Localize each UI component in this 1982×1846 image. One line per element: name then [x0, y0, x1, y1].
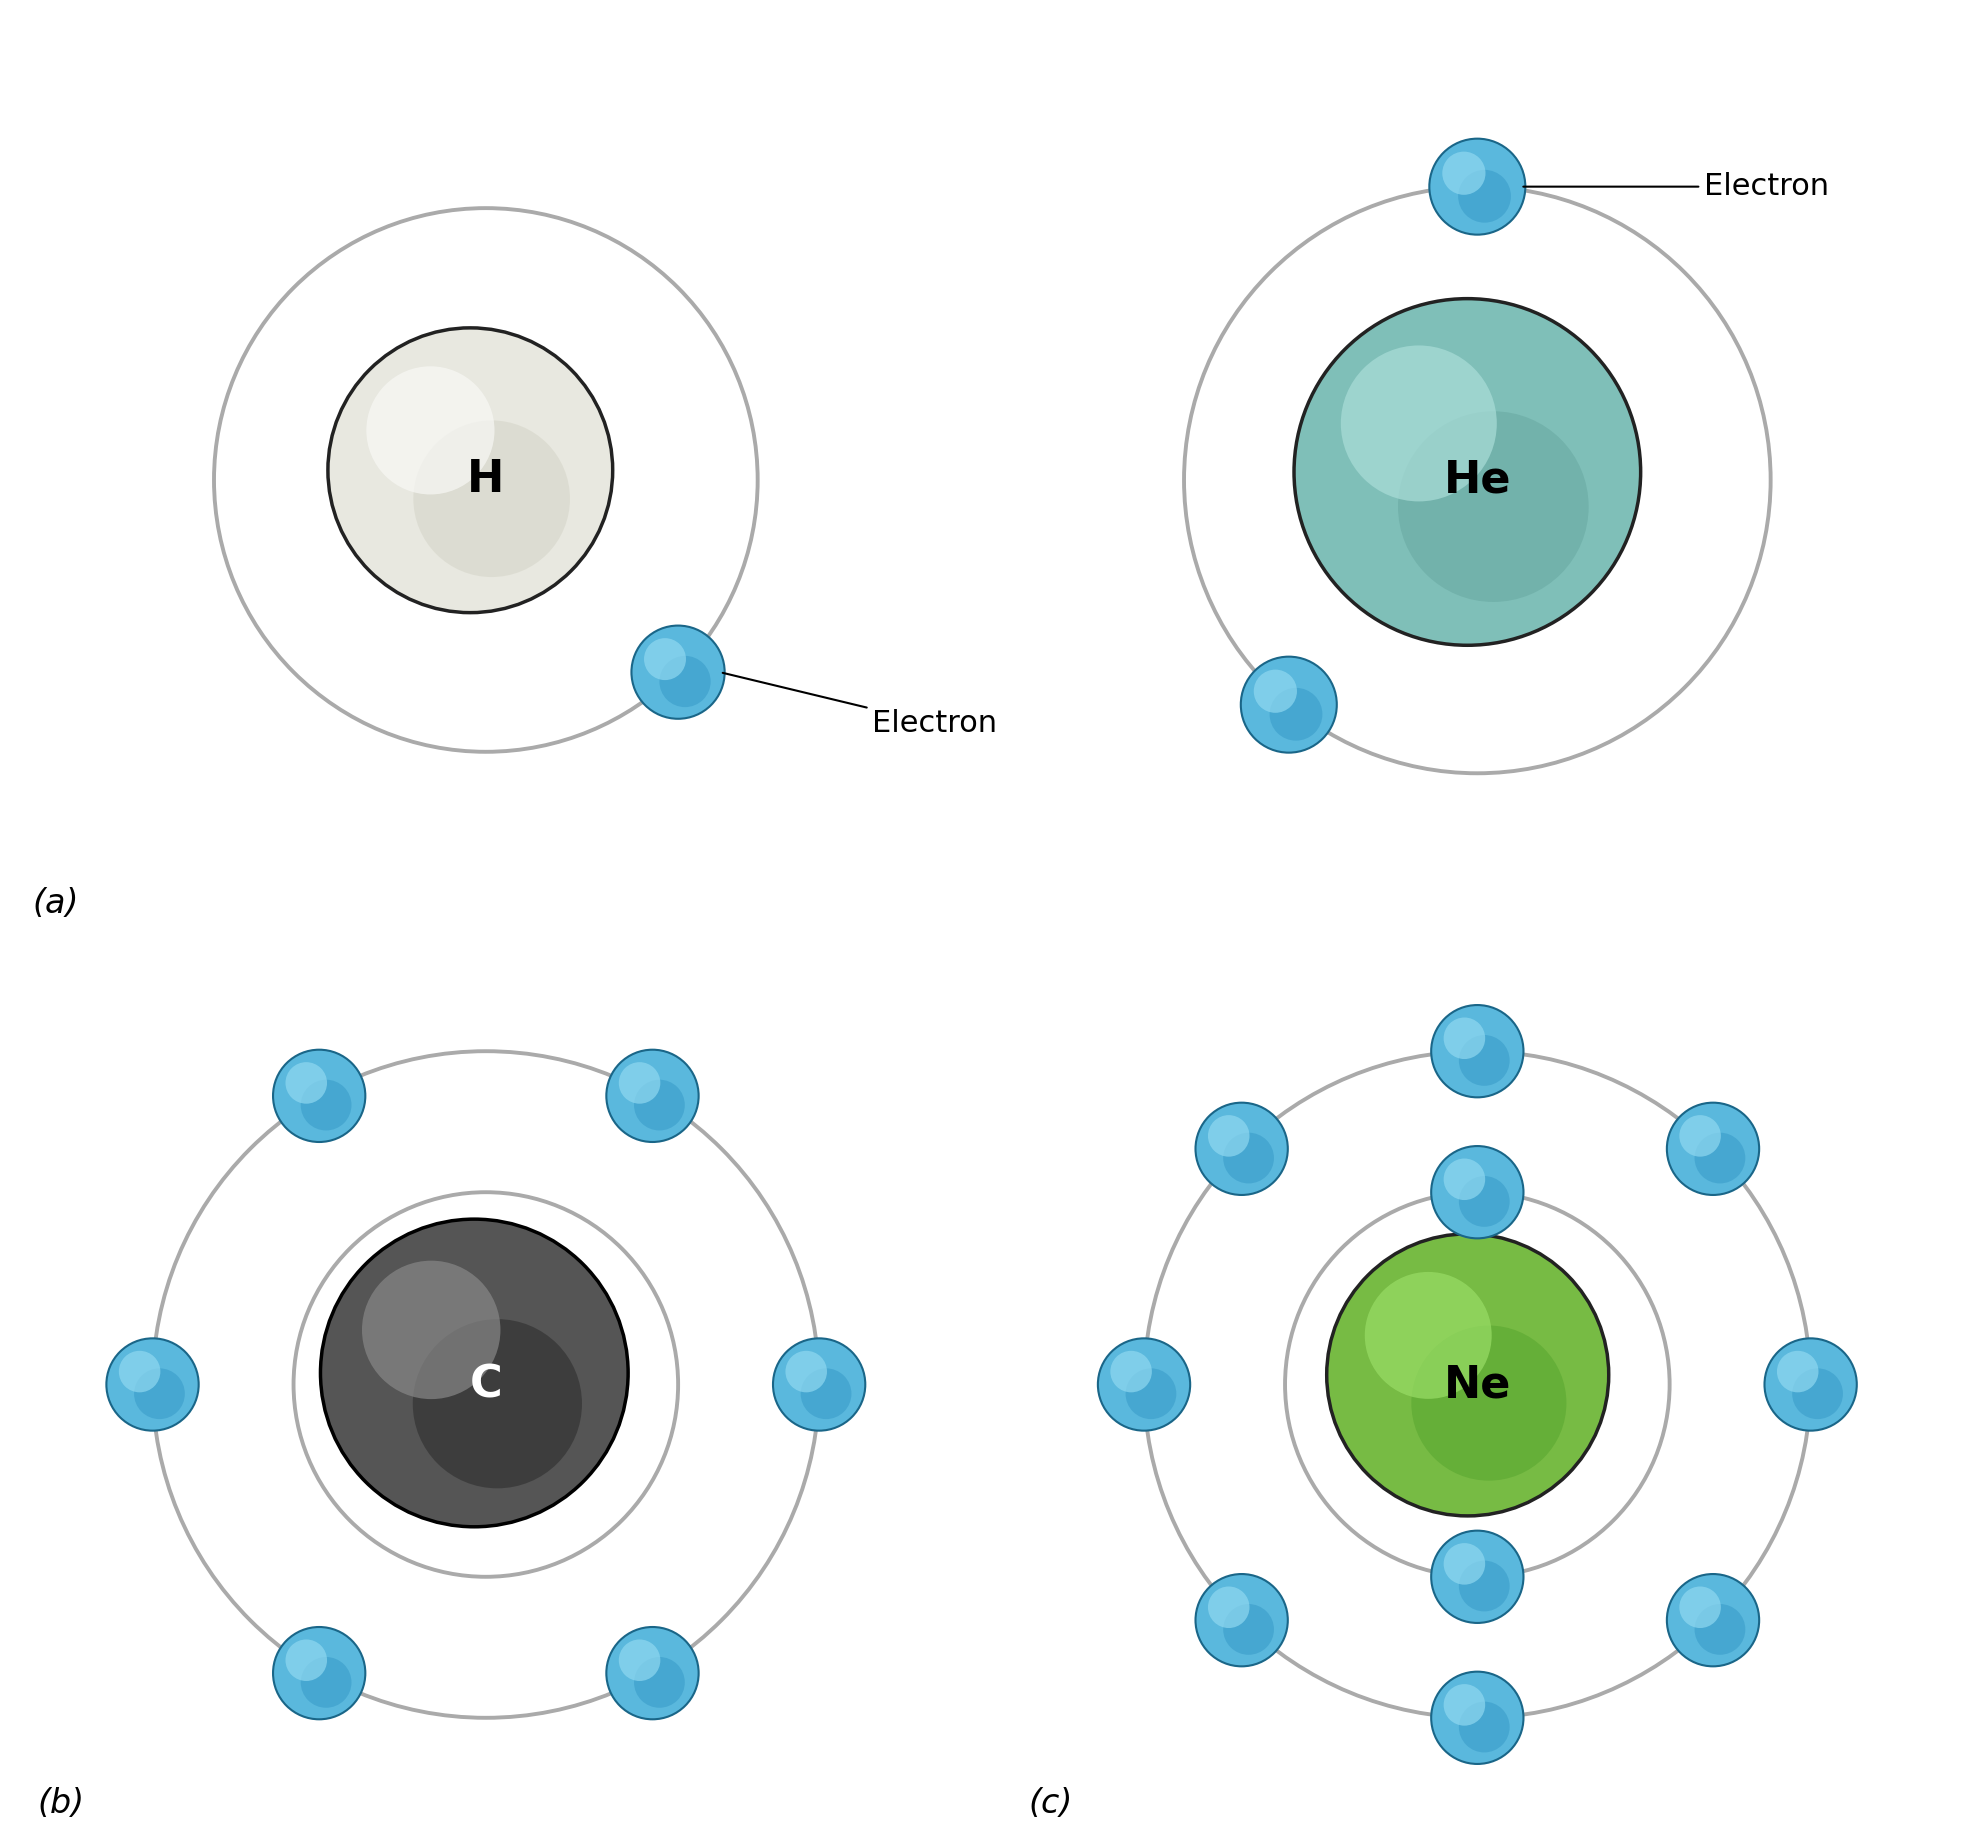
- Circle shape: [274, 1050, 365, 1143]
- Circle shape: [367, 366, 494, 495]
- Circle shape: [773, 1338, 864, 1431]
- Circle shape: [1110, 1351, 1152, 1392]
- Circle shape: [1459, 1702, 1508, 1752]
- Circle shape: [1241, 657, 1336, 753]
- Text: Electron: Electron: [1522, 172, 1827, 201]
- Circle shape: [1207, 1586, 1249, 1628]
- Circle shape: [618, 1639, 660, 1682]
- Circle shape: [321, 1218, 628, 1527]
- Circle shape: [1431, 1530, 1522, 1623]
- Circle shape: [1098, 1338, 1189, 1431]
- Circle shape: [412, 1320, 581, 1488]
- Circle shape: [1443, 1017, 1485, 1060]
- Text: H: H: [468, 458, 503, 502]
- Circle shape: [285, 1639, 327, 1682]
- Circle shape: [107, 1338, 198, 1431]
- Circle shape: [1223, 1604, 1272, 1654]
- Circle shape: [1294, 299, 1639, 646]
- Circle shape: [301, 1658, 351, 1708]
- Circle shape: [1441, 151, 1485, 196]
- Text: Ne: Ne: [1443, 1362, 1510, 1407]
- Circle shape: [644, 639, 686, 679]
- Circle shape: [1695, 1604, 1744, 1654]
- Text: (c): (c): [1029, 1787, 1072, 1820]
- Circle shape: [1459, 1560, 1508, 1612]
- Circle shape: [285, 1061, 327, 1104]
- Circle shape: [412, 421, 569, 578]
- Circle shape: [660, 655, 710, 707]
- Text: (a): (a): [34, 888, 79, 919]
- Circle shape: [327, 329, 612, 613]
- Circle shape: [801, 1368, 850, 1420]
- Circle shape: [1397, 412, 1588, 602]
- Circle shape: [1792, 1368, 1841, 1420]
- Circle shape: [1776, 1351, 1817, 1392]
- Circle shape: [1223, 1133, 1272, 1183]
- Circle shape: [1207, 1115, 1249, 1157]
- Circle shape: [630, 626, 723, 718]
- Circle shape: [1764, 1338, 1855, 1431]
- Circle shape: [1195, 1102, 1286, 1194]
- Circle shape: [1326, 1233, 1607, 1516]
- Text: (b): (b): [38, 1787, 85, 1820]
- Text: C: C: [470, 1362, 501, 1407]
- Text: He: He: [1443, 458, 1510, 502]
- Circle shape: [1679, 1115, 1720, 1157]
- Text: Electron: Electron: [721, 672, 997, 738]
- Circle shape: [1431, 1146, 1522, 1239]
- Circle shape: [1667, 1575, 1758, 1667]
- Circle shape: [606, 1626, 698, 1719]
- Circle shape: [1340, 345, 1496, 502]
- Circle shape: [1459, 1176, 1508, 1228]
- Circle shape: [1431, 1672, 1522, 1765]
- Circle shape: [1443, 1684, 1485, 1726]
- Circle shape: [1411, 1325, 1566, 1480]
- Circle shape: [785, 1351, 826, 1392]
- Circle shape: [119, 1351, 161, 1392]
- Circle shape: [606, 1050, 698, 1143]
- Circle shape: [1364, 1272, 1490, 1399]
- Circle shape: [363, 1261, 499, 1399]
- Circle shape: [1459, 1036, 1508, 1085]
- Circle shape: [1667, 1102, 1758, 1194]
- Circle shape: [1268, 689, 1322, 740]
- Circle shape: [1431, 1004, 1522, 1097]
- Circle shape: [1443, 1543, 1485, 1584]
- Circle shape: [1695, 1133, 1744, 1183]
- Circle shape: [135, 1368, 184, 1420]
- Circle shape: [1679, 1586, 1720, 1628]
- Circle shape: [1253, 670, 1296, 713]
- Circle shape: [301, 1080, 351, 1130]
- Circle shape: [618, 1061, 660, 1104]
- Circle shape: [634, 1080, 684, 1130]
- Circle shape: [1195, 1575, 1286, 1667]
- Circle shape: [1126, 1368, 1175, 1420]
- Circle shape: [1443, 1159, 1485, 1200]
- Circle shape: [1457, 170, 1510, 223]
- Circle shape: [634, 1658, 684, 1708]
- Circle shape: [1429, 138, 1524, 234]
- Circle shape: [274, 1626, 365, 1719]
